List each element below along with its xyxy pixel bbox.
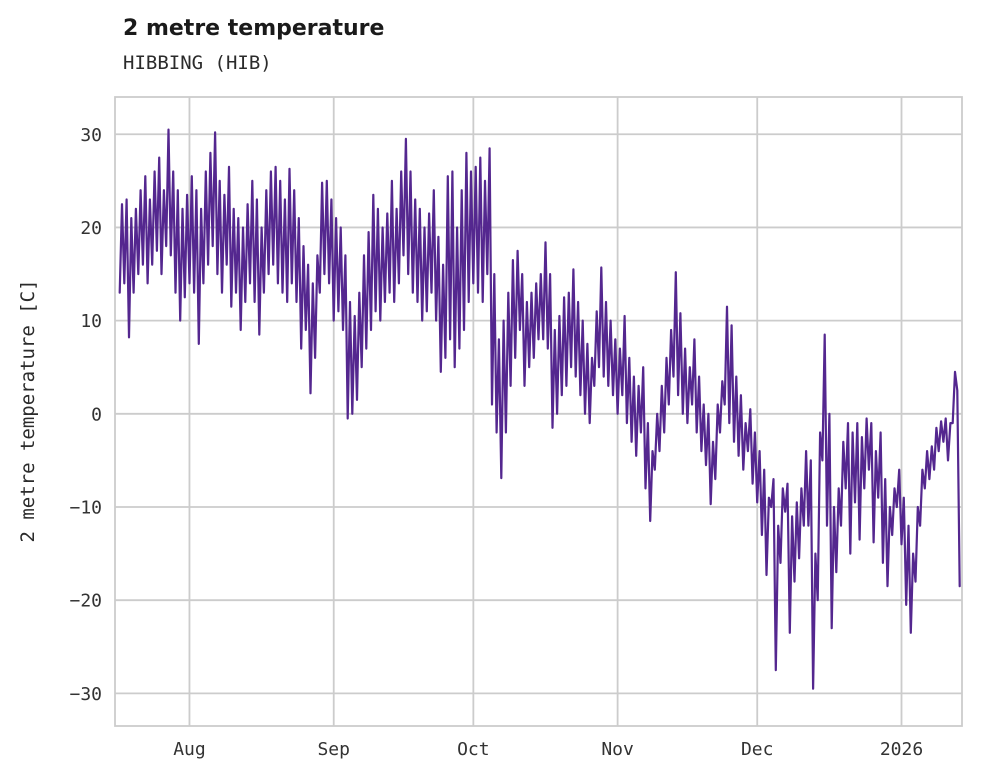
y-tick-label: 10 <box>80 311 102 332</box>
x-tick-label: 2026 <box>880 739 923 760</box>
y-tick-label: −30 <box>69 684 102 705</box>
x-tick-label: Nov <box>601 739 634 760</box>
y-tick-label: 20 <box>80 218 102 239</box>
x-tick-label: Oct <box>457 739 490 760</box>
plot-border <box>114 96 963 727</box>
y-tick-label: 30 <box>80 125 102 146</box>
x-tick-label: Aug <box>173 739 206 760</box>
x-tick-label: Sep <box>317 739 350 760</box>
chart-title: 2 metre temperature <box>123 16 385 41</box>
x-tick-label: Dec <box>741 739 774 760</box>
y-tick-label: 0 <box>91 404 102 425</box>
temperature-line <box>118 128 961 690</box>
y-tick-label: −20 <box>69 591 102 612</box>
y-tick-label: −10 <box>69 498 102 519</box>
chart-subtitle: HIBBING (HIB) <box>123 52 272 74</box>
